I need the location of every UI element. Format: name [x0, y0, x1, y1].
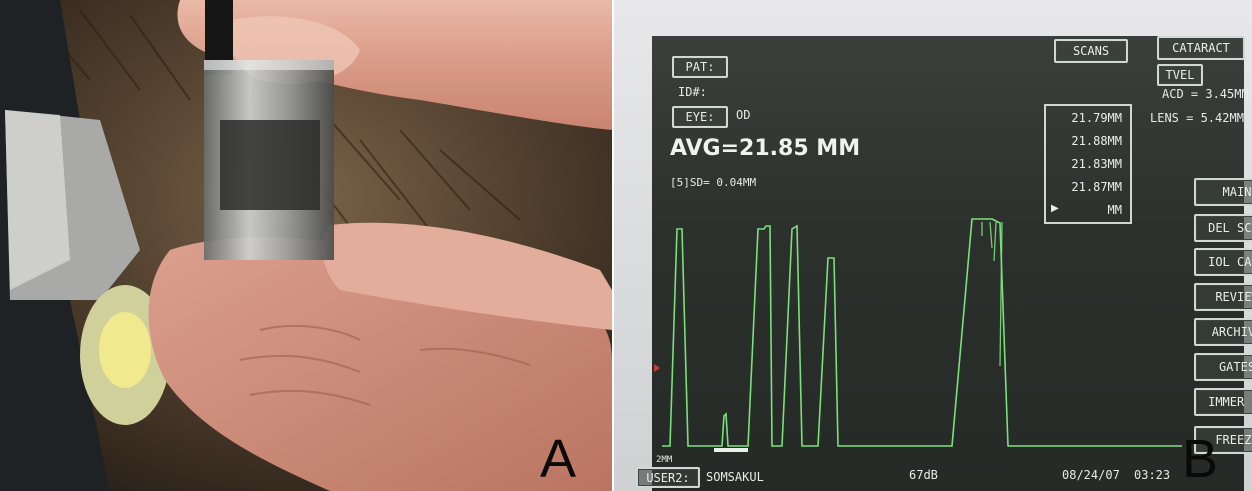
panel-label-b: B — [1182, 429, 1219, 489]
panel-label-a: A — [540, 429, 577, 489]
acd-value: ACD = 3.45MM — [1162, 87, 1249, 101]
date-readout: 08/24/07 — [1062, 468, 1120, 482]
a-scan-waveform — [654, 218, 1182, 452]
scale-label: 2MM — [656, 455, 673, 465]
measurement-unit: MM — [1107, 203, 1122, 217]
tvel-button[interactable]: TVEL — [1157, 64, 1203, 86]
gain-readout: 67dB — [909, 468, 938, 482]
time-readout: 03:23 — [1134, 468, 1171, 482]
right-finger — [322, 222, 612, 330]
cataract-mode-button[interactable]: CATARACT — [1157, 36, 1245, 60]
iol-calc-button[interactable]: IOL CALC — [1194, 248, 1252, 276]
user-name: SOMSAKUL — [706, 470, 764, 484]
id-label: ID#: — [678, 85, 707, 99]
gate-marker — [714, 448, 748, 452]
measurement-value: 21.79MM — [1071, 111, 1122, 125]
waveform-trace — [662, 218, 1182, 447]
review-button[interactable]: REVIEW — [1194, 283, 1252, 311]
measurement-value: 21.88MM — [1071, 134, 1122, 148]
probe-photo — [0, 0, 612, 491]
main-button[interactable]: MAIN — [1194, 178, 1252, 206]
red-marker-icon — [654, 364, 660, 372]
standard-deviation: [5]SD= 0.04MM — [670, 176, 757, 189]
measurement-value: 21.83MM — [1071, 157, 1122, 171]
freeze-button[interactable]: FREEZE — [1194, 426, 1252, 454]
device-screen: PAT: ID#: EYE: OD AVG=21.85 MM [5]SD= 0.… — [636, 36, 1252, 491]
scans-label: SCANS — [1054, 39, 1128, 63]
measurement-value: 21.87MM — [1071, 180, 1122, 194]
immer-on-button[interactable]: IMMER ON — [1194, 388, 1252, 416]
lens-value: LENS = 5.42MM — [1150, 111, 1244, 125]
photo-panel-a: A — [0, 0, 612, 491]
average-axial-length: AVG=21.85 MM — [670, 136, 861, 161]
eye-label: EYE: — [672, 106, 728, 128]
eye-value: OD — [736, 108, 751, 122]
pat-label: PAT: — [672, 56, 728, 78]
archive-button[interactable]: ARCHIVE — [1194, 318, 1252, 346]
play-icon: ▶ — [1051, 203, 1059, 214]
del-scan-button[interactable]: DEL SCAN — [1194, 214, 1252, 242]
gates-button[interactable]: GATES — [1194, 353, 1252, 381]
device-panel-b: PAT: ID#: EYE: OD AVG=21.85 MM [5]SD= 0.… — [614, 0, 1252, 491]
user-label: USER2: — [636, 467, 700, 488]
measurement-list: 21.79MM 21.88MM 21.83MM 21.87MM ▶ MM — [1044, 104, 1132, 224]
